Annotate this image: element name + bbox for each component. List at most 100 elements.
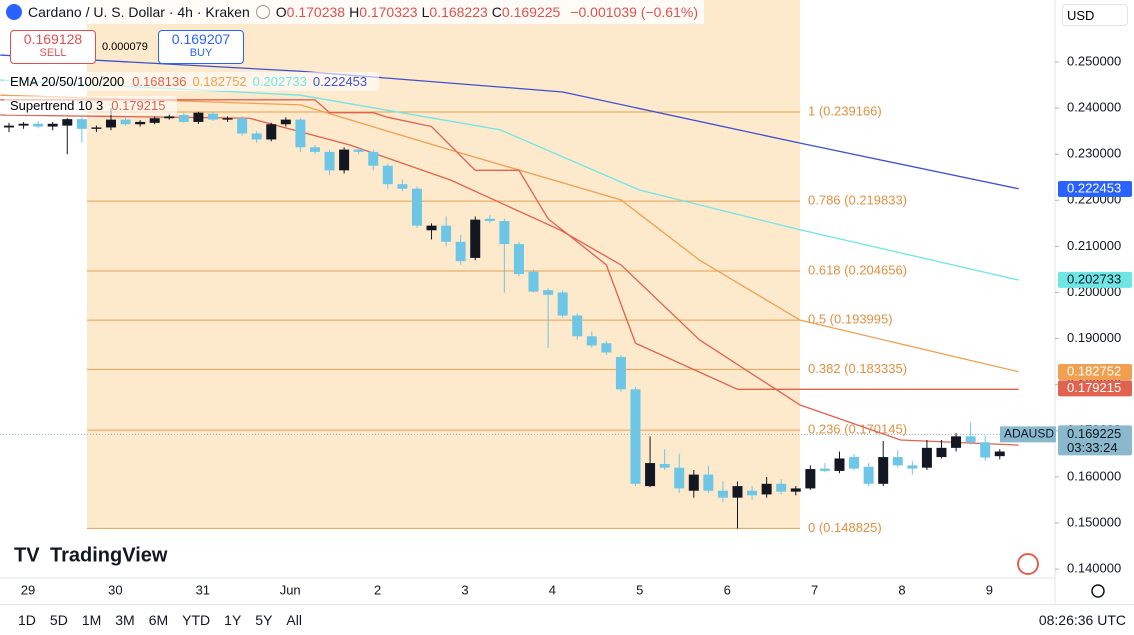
symbol-title: Cardano / U. S. Dollar · 4h · Kraken	[28, 4, 250, 20]
candle-body	[747, 490, 758, 496]
candle-body	[543, 290, 554, 295]
candle-body	[339, 149, 350, 171]
price-tick-label: 0.250000	[1067, 53, 1121, 68]
candle-body	[819, 468, 830, 471]
symbol-header: Cardano / U. S. Dollar · 4h · Kraken O0.…	[0, 0, 704, 24]
bottom-toolbar: 1D 5D 1M 3M 6M YTD 1Y 5Y All 08:26:36 UTC	[0, 604, 1134, 635]
sell-button[interactable]: 0.169128 SELL	[10, 30, 96, 64]
candle-body	[324, 151, 335, 171]
candle-body	[441, 225, 452, 242]
candle-body	[586, 336, 597, 346]
indicator-value: 0.179215	[111, 98, 166, 113]
timeframe-button[interactable]: All	[286, 612, 302, 628]
candle-body	[135, 121, 146, 125]
indicator-value: 0.202733	[252, 74, 307, 89]
timeframe-button[interactable]: 5Y	[255, 612, 273, 628]
indicator-line	[0, 79, 1019, 281]
candle-body	[164, 116, 175, 119]
price-tick-label: 0.210000	[1067, 238, 1121, 253]
candle-body	[557, 292, 568, 316]
indicator-row: EMA 20/50/100/200 0.168136 0.182752 0.20273…	[4, 72, 380, 91]
price-marker	[1058, 180, 1132, 197]
time-tick-label: 31	[196, 582, 210, 597]
candle-body	[965, 436, 976, 443]
flag-icon[interactable]	[1017, 553, 1039, 575]
indicator-line	[0, 54, 1019, 190]
buy-button[interactable]: 0.169207 BUY	[158, 30, 244, 64]
candle-body	[994, 451, 1005, 457]
price-tick-label: 0.230000	[1067, 146, 1121, 161]
candle-body	[222, 118, 233, 120]
sell-label: SELL	[39, 47, 67, 59]
candle-body	[251, 133, 262, 140]
countdown: 03:33:24	[1067, 440, 1118, 455]
sell-price: 0.169128	[23, 31, 83, 47]
candle-body	[717, 490, 728, 498]
candle-body	[907, 465, 918, 469]
candle-body	[688, 474, 699, 491]
candle-body	[630, 389, 641, 484]
price-marker	[1058, 271, 1132, 288]
candle-body	[980, 442, 991, 458]
candle-body	[368, 151, 379, 166]
candle-body	[237, 118, 248, 134]
candle-body	[309, 147, 320, 152]
status-dot	[255, 5, 270, 19]
candle-body	[193, 112, 204, 122]
candle-body	[397, 184, 408, 189]
price-marker	[1058, 364, 1132, 381]
timeframe-button[interactable]: 6M	[148, 612, 169, 628]
candle-body	[484, 218, 495, 222]
price-marker	[1058, 380, 1132, 397]
timeframe-button[interactable]: 3M	[115, 612, 135, 628]
candle-body	[18, 123, 29, 126]
indicator-row: Supertrend 10 3 0.179215	[4, 96, 178, 115]
candle-body	[805, 469, 816, 489]
time-tick-label: 6	[724, 582, 731, 597]
candle-body	[266, 124, 277, 140]
ohlc-value: 0.168223	[429, 4, 488, 20]
indicator-line	[0, 94, 1019, 373]
candle-body	[601, 343, 612, 353]
fib-label: 0.786 (0.219833)	[808, 193, 907, 208]
candle-body	[761, 483, 772, 495]
fib-label: 1 (0.239166)	[808, 103, 882, 118]
ohlc-value: 0.169225	[501, 4, 561, 20]
candle-body	[499, 221, 510, 245]
price-tick-label: 0.140000	[1067, 561, 1121, 576]
candle-body	[120, 119, 131, 125]
timeframe-button[interactable]: 1Y	[224, 612, 242, 628]
last-price-marker	[1058, 425, 1132, 456]
candle-body	[91, 127, 102, 129]
price-marker-label: 0.182752	[1067, 363, 1121, 378]
buy-label: BUY	[189, 47, 213, 59]
indicator-value: 0.182752	[192, 74, 247, 89]
brand: TradingView	[50, 544, 168, 566]
candle-body	[470, 219, 481, 258]
timeframe-button[interactable]: YTD	[182, 612, 211, 628]
timeframe-button[interactable]: 1M	[81, 612, 102, 628]
buy-price: 0.169207	[171, 31, 231, 47]
candle-body	[426, 225, 437, 231]
price-tick-label: 0.160000	[1067, 468, 1121, 483]
candle-body	[776, 483, 787, 492]
price-marker-label: 0.202733	[1067, 271, 1121, 286]
time-tick-label: 5	[636, 582, 643, 597]
candle-body	[921, 447, 932, 468]
candle-body	[513, 244, 524, 275]
fib-label: 0.618 (0.204656)	[808, 262, 907, 277]
clock: 08:26:36 UTC	[1038, 612, 1126, 628]
currency: USD	[1067, 8, 1095, 23]
settings-icon[interactable]	[1091, 584, 1105, 598]
candle-body	[455, 241, 466, 262]
symbol-tag	[1000, 426, 1056, 443]
currency-select[interactable]: USD	[1062, 4, 1128, 26]
timeframe-button[interactable]: 5D	[49, 612, 68, 628]
indicator-line	[0, 99, 1019, 390]
timeframes: 1D 5D 1M 3M 6M YTD 1Y 5Y All	[4, 612, 302, 628]
candle-body	[382, 165, 393, 185]
timeframe-button[interactable]: 1D	[18, 612, 36, 628]
time-tick-label: 2	[374, 582, 381, 597]
ohlc-key: C	[491, 4, 502, 20]
